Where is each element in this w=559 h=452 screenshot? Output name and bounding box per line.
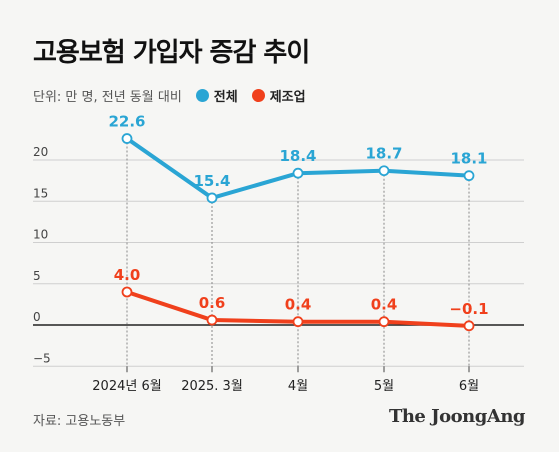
- data-label: 18.4: [279, 147, 316, 165]
- y-tick-label: 0: [33, 310, 41, 324]
- data-point: [206, 314, 218, 326]
- y-tick-label: 15: [33, 186, 48, 200]
- data-label: 0.4: [285, 296, 312, 314]
- legend-label-total: 전체: [213, 90, 238, 105]
- data-point: [463, 320, 475, 332]
- unit-note: 단위: 만 명, 전년 동월 대비: [33, 90, 182, 105]
- source-note: 자료: 고용노동부: [33, 414, 126, 429]
- data-label: 22.6: [108, 113, 145, 131]
- legend-dot-manufacturing-icon: [251, 89, 265, 102]
- data-point: [463, 170, 475, 182]
- y-tick-label: 20: [33, 145, 48, 159]
- data-point: [292, 167, 304, 179]
- data-label: 15.4: [193, 172, 230, 190]
- legend-item-manufacturing: 제조업: [251, 86, 306, 105]
- data-label: 18.7: [365, 145, 402, 163]
- x-tick-label: 5월: [374, 379, 394, 394]
- y-tick-label: 10: [33, 228, 48, 242]
- data-point: [378, 165, 390, 177]
- chart-title: 고용보험 가입자 증감 추이: [33, 38, 310, 68]
- x-tick-label: 2024년 6월: [92, 379, 161, 394]
- subtitle-row: 단위: 만 명, 전년 동월 대비 전체 제조업: [33, 86, 306, 105]
- y-tick-label: 5: [33, 269, 41, 283]
- data-point: [292, 316, 304, 328]
- y-tick-label: −5: [33, 351, 51, 365]
- data-label: 0.4: [371, 296, 398, 314]
- data-label: 4.0: [114, 266, 141, 284]
- data-point: [378, 316, 390, 328]
- data-point: [121, 133, 133, 144]
- data-label: −0.1: [449, 300, 488, 318]
- x-tick-label: 2025. 3월: [181, 379, 243, 394]
- data-point: [206, 192, 218, 204]
- x-tick-label: 6월: [459, 379, 479, 394]
- x-tick-label: 4월: [288, 379, 308, 394]
- data-label: 0.6: [199, 294, 226, 312]
- brand-logo: The JoongAng: [388, 406, 526, 427]
- legend-item-total: 전체: [195, 86, 238, 105]
- data-label: 18.1: [450, 150, 487, 168]
- data-point: [121, 286, 133, 298]
- legend-label-manufacturing: 제조업: [269, 90, 306, 105]
- legend-dot-total-icon: [195, 89, 209, 102]
